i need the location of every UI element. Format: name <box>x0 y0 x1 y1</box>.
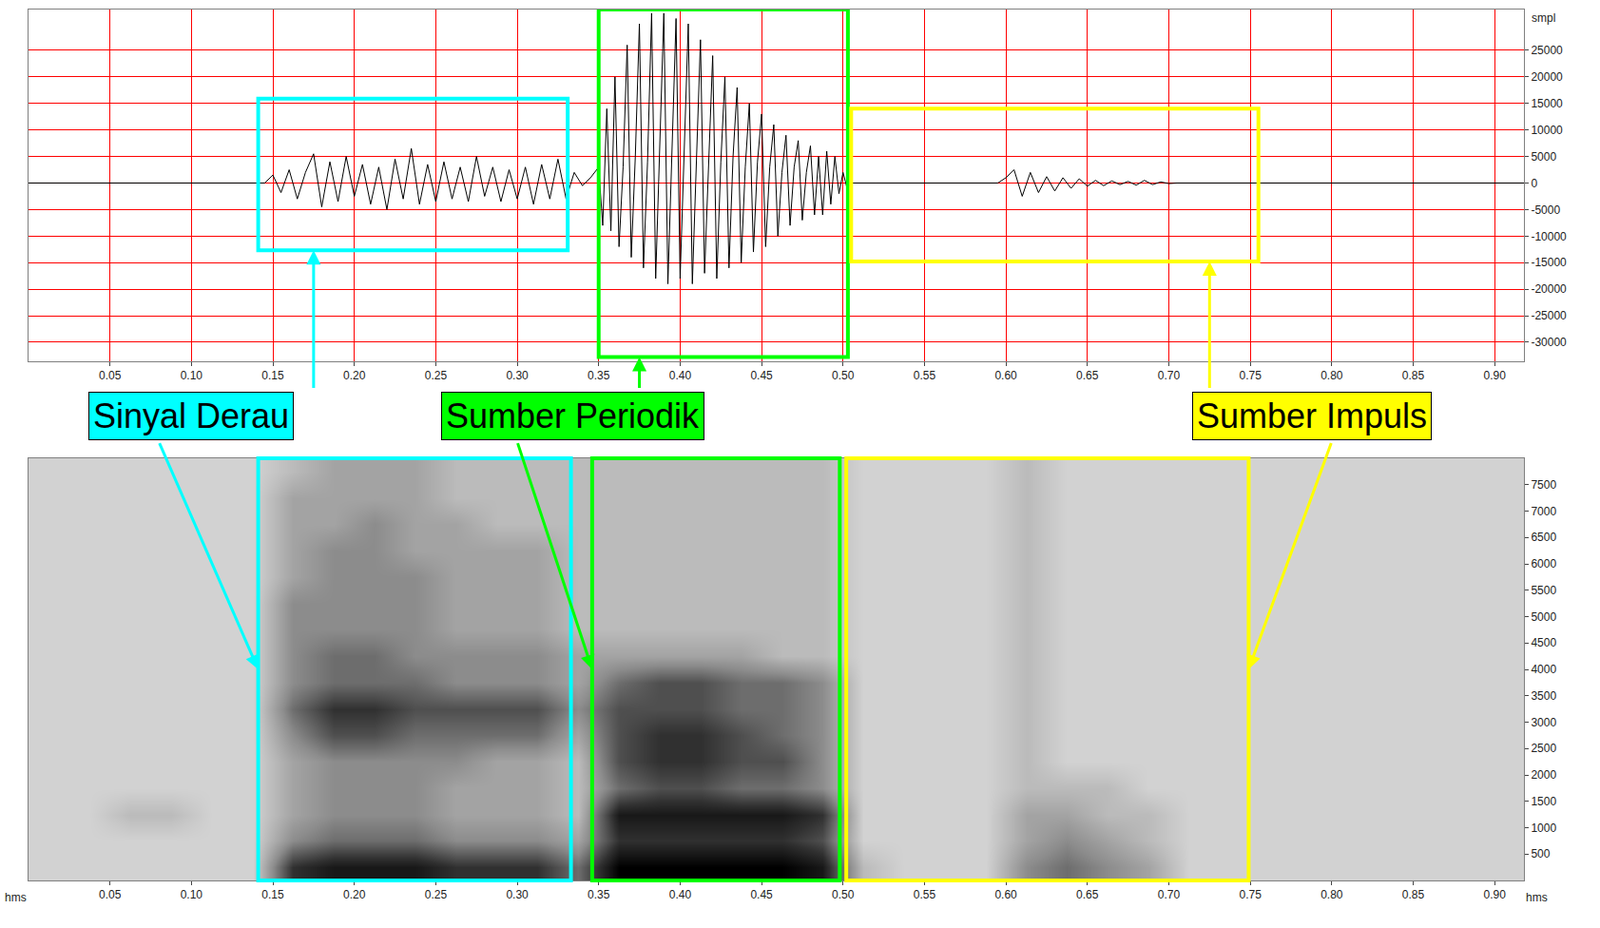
svg-text:0.80: 0.80 <box>1320 368 1344 383</box>
svg-text:3000: 3000 <box>1530 715 1557 730</box>
svg-text:0.20: 0.20 <box>343 368 367 383</box>
svg-text:0: 0 <box>1530 176 1538 191</box>
svg-text:0.15: 0.15 <box>261 368 285 383</box>
svg-text:0.70: 0.70 <box>1157 887 1181 902</box>
svg-text:0.45: 0.45 <box>750 887 773 902</box>
svg-text:Sumber Periodik: Sumber Periodik <box>445 396 700 436</box>
svg-text:0.55: 0.55 <box>913 887 937 902</box>
svg-text:0.65: 0.65 <box>1076 887 1099 902</box>
svg-text:6500: 6500 <box>1530 530 1557 544</box>
svg-text:Sinyal Derau: Sinyal Derau <box>93 396 290 436</box>
svg-text:0.50: 0.50 <box>831 368 855 383</box>
svg-text:1000: 1000 <box>1530 821 1557 835</box>
svg-text:-15000: -15000 <box>1530 255 1567 270</box>
svg-text:Sumber Impuls: Sumber Impuls <box>1196 396 1427 436</box>
svg-text:-30000: -30000 <box>1530 335 1567 349</box>
svg-text:0.30: 0.30 <box>505 368 529 383</box>
svg-text:4000: 4000 <box>1530 662 1557 676</box>
svg-text:0.90: 0.90 <box>1483 887 1506 902</box>
svg-text:hms: hms <box>1525 890 1548 905</box>
svg-text:3500: 3500 <box>1530 689 1557 703</box>
svg-text:7000: 7000 <box>1530 504 1557 519</box>
svg-text:10000: 10000 <box>1530 123 1563 137</box>
svg-text:0.05: 0.05 <box>98 887 122 902</box>
svg-text:6000: 6000 <box>1530 557 1557 571</box>
svg-text:0.10: 0.10 <box>180 368 204 383</box>
svg-text:4500: 4500 <box>1530 636 1557 650</box>
svg-text:0.30: 0.30 <box>505 887 529 902</box>
svg-text:0.70: 0.70 <box>1157 368 1181 383</box>
svg-text:0.75: 0.75 <box>1238 368 1262 383</box>
svg-text:20000: 20000 <box>1530 70 1563 84</box>
svg-text:smpl: smpl <box>1531 11 1556 25</box>
svg-text:0.85: 0.85 <box>1402 368 1426 383</box>
svg-text:0.80: 0.80 <box>1320 887 1344 902</box>
svg-text:1500: 1500 <box>1530 794 1557 809</box>
svg-text:2000: 2000 <box>1530 768 1557 782</box>
svg-text:5500: 5500 <box>1530 583 1557 598</box>
svg-text:0.85: 0.85 <box>1402 887 1426 902</box>
svg-text:0.55: 0.55 <box>913 368 937 383</box>
svg-text:0.35: 0.35 <box>587 887 611 902</box>
svg-text:0.75: 0.75 <box>1238 887 1262 902</box>
svg-text:0.25: 0.25 <box>424 887 448 902</box>
svg-text:5000: 5000 <box>1530 610 1557 624</box>
svg-text:0.10: 0.10 <box>180 887 204 902</box>
svg-text:0.60: 0.60 <box>994 368 1018 383</box>
svg-text:0.40: 0.40 <box>669 887 693 902</box>
svg-text:0.35: 0.35 <box>587 368 611 383</box>
svg-text:7500: 7500 <box>1530 478 1557 492</box>
svg-text:hms: hms <box>4 890 27 905</box>
svg-text:500: 500 <box>1530 847 1550 861</box>
svg-text:0.05: 0.05 <box>98 368 122 383</box>
svg-text:0.65: 0.65 <box>1076 368 1099 383</box>
svg-text:0.90: 0.90 <box>1483 368 1506 383</box>
svg-text:0.60: 0.60 <box>994 887 1018 902</box>
svg-text:-25000: -25000 <box>1530 308 1567 323</box>
svg-text:0.50: 0.50 <box>831 887 855 902</box>
svg-text:15000: 15000 <box>1530 96 1563 111</box>
svg-text:-5000: -5000 <box>1530 203 1561 217</box>
svg-text:5000: 5000 <box>1530 150 1557 164</box>
svg-text:0.45: 0.45 <box>750 368 773 383</box>
svg-text:0.40: 0.40 <box>669 368 693 383</box>
svg-text:2500: 2500 <box>1530 741 1557 755</box>
svg-text:25000: 25000 <box>1530 43 1563 58</box>
svg-text:-10000: -10000 <box>1530 230 1567 244</box>
svg-text:0.20: 0.20 <box>343 887 367 902</box>
svg-text:0.25: 0.25 <box>424 368 448 383</box>
svg-text:0.15: 0.15 <box>261 887 285 902</box>
svg-text:-20000: -20000 <box>1530 282 1567 296</box>
